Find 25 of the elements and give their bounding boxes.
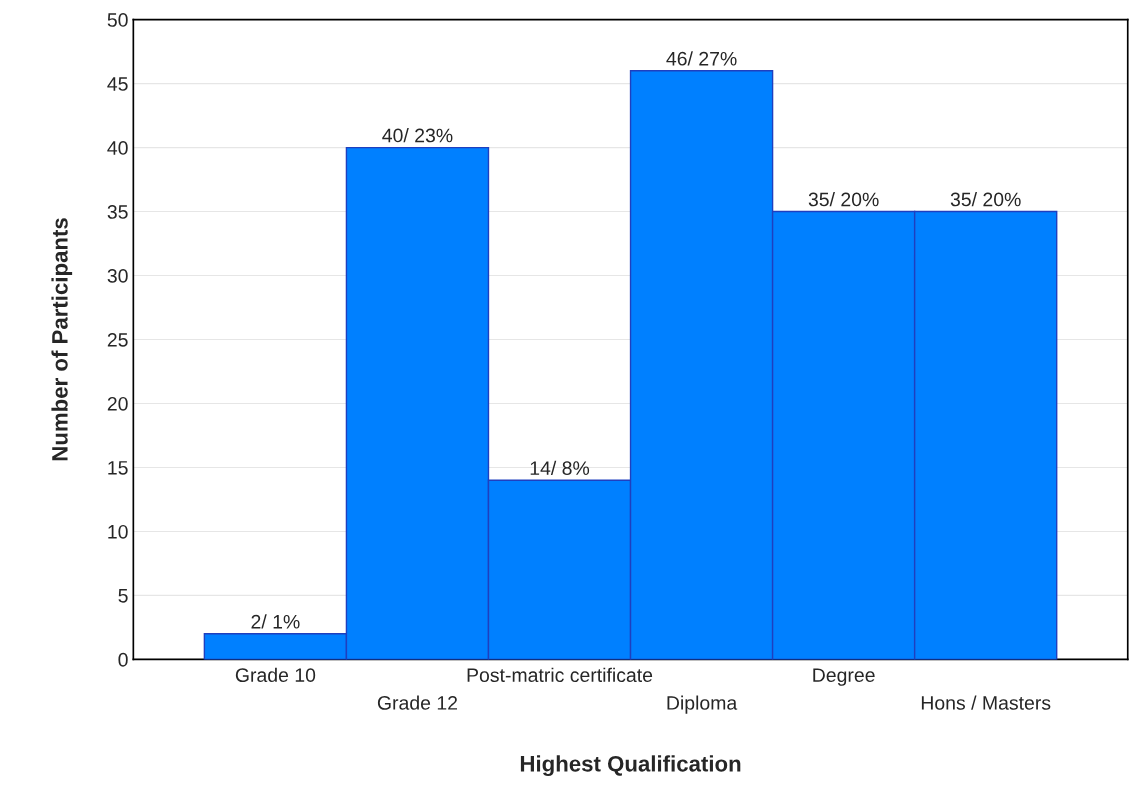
x-tick-label: Hons / Masters	[921, 695, 1051, 710]
x-tick-label: Degree	[813, 668, 875, 686]
y-axis-title: Number of Participants	[51, 218, 73, 461]
y-tick-label: 20	[107, 396, 128, 411]
data-label: 35/ 20%	[950, 192, 1021, 207]
data-label: 46/ 27%	[666, 51, 737, 66]
y-tick-label: 35	[107, 205, 128, 219]
y-tick-label: 25	[107, 332, 128, 347]
y-tick-label: 40	[107, 141, 128, 155]
x-tick-label: Diploma	[667, 695, 738, 714]
y-tick-label: 10	[108, 524, 128, 539]
data-label: 14/ 8%	[530, 460, 590, 476]
data-label: 2/ 1%	[251, 614, 300, 629]
y-tick-label: 50	[107, 13, 128, 27]
x-tick-label: Post-matric certificate	[467, 667, 653, 683]
y-tick-label: 30	[107, 269, 128, 283]
data-label: 40/ 23%	[382, 128, 453, 143]
y-tick-label: 45	[107, 77, 128, 91]
x-axis-title: Highest Qualification	[520, 755, 741, 777]
x-tick-label: Grade 10	[235, 667, 316, 683]
data-label: 35/ 20%	[808, 192, 879, 207]
y-tick-label: 0	[118, 652, 128, 667]
x-tick-label: Grade 12	[377, 695, 458, 710]
y-tick-label: 5	[118, 589, 128, 603]
y-tick-label: 15	[108, 461, 128, 475]
